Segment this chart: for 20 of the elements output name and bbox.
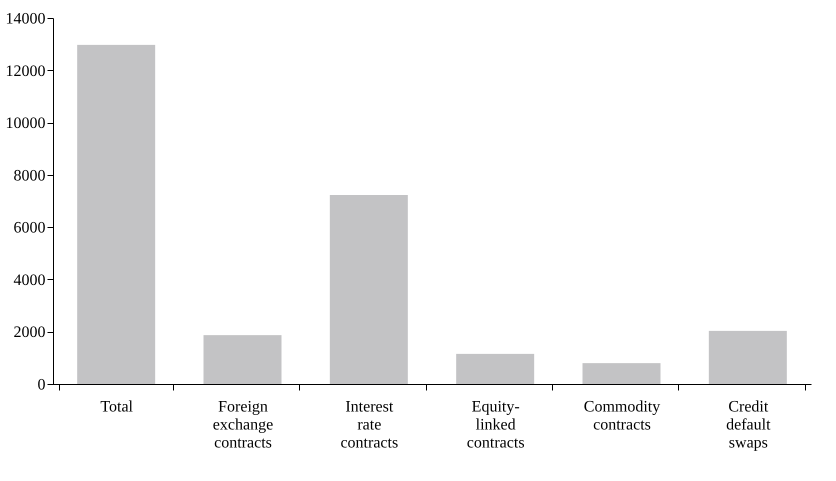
x-tick-label: Equity-linked contracts xyxy=(466,398,525,452)
x-tick-label: Interest rate contracts xyxy=(340,398,398,452)
bar xyxy=(330,194,408,384)
bar xyxy=(77,44,156,384)
x-tick-label: Commodity contracts xyxy=(584,398,660,434)
y-tick-label: 6000 xyxy=(14,220,46,237)
y-tick-label: 8000 xyxy=(14,167,46,184)
y-tick-label: 12000 xyxy=(6,62,46,80)
x-tick-label: Foreign exchange contracts xyxy=(212,398,274,452)
x-tick-label: Credit default swaps xyxy=(726,398,772,452)
bar xyxy=(204,335,282,384)
y-tick-label: 10000 xyxy=(6,115,46,132)
x-tick-label: Total xyxy=(100,398,134,416)
bar xyxy=(456,354,534,384)
bar xyxy=(582,363,660,384)
y-tick-label: 14000 xyxy=(6,10,46,28)
y-tick-label: 0 xyxy=(38,376,46,394)
y-tick-label: 4000 xyxy=(14,272,46,289)
bar xyxy=(708,330,787,384)
y-tick-label: 2000 xyxy=(14,324,46,342)
